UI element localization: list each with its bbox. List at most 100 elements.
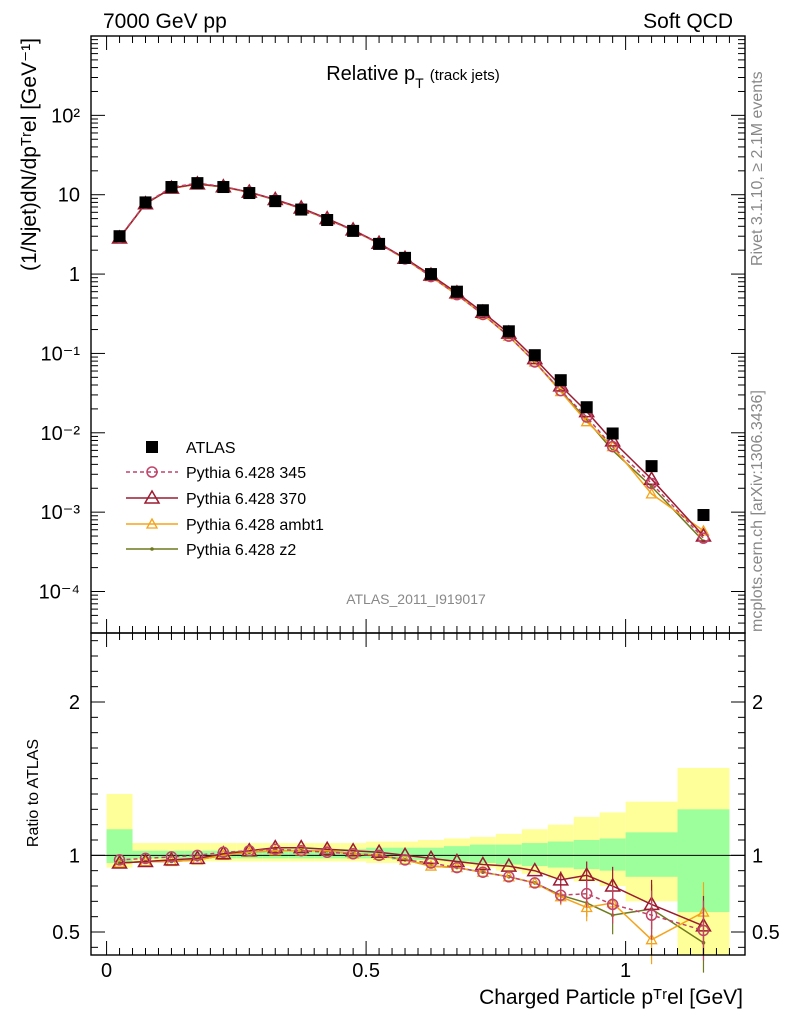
header-left: 7000 GeV pp — [103, 10, 227, 33]
main-point-0-21 — [697, 509, 710, 522]
ratio-point-0-20 — [645, 909, 658, 921]
ratio-point-0-7 — [295, 844, 307, 857]
main-point-0-6 — [269, 195, 282, 208]
main-point-0-20 — [645, 460, 658, 473]
ratio-point-1-16 — [526, 862, 544, 877]
ratio-point-1-12 — [422, 849, 440, 865]
main-point-1-21 — [697, 532, 710, 544]
ratio-point-0-3 — [191, 849, 204, 862]
main-point-0-19 — [606, 427, 619, 440]
main-ytick-label: 10 — [58, 185, 80, 207]
legend-label-3: Pythia 6.428 ambt1 — [186, 517, 324, 534]
main-title: Relative pT (track jets) — [326, 63, 500, 91]
main-data-layer — [111, 175, 712, 544]
main-point-0-15 — [502, 325, 515, 338]
ratio-point-1-2 — [163, 851, 180, 866]
legend: ATLAS Pythia 6.428 345 Pythia 6.428 370 Pyt… — [126, 440, 324, 559]
ratio-point-2-10 — [372, 848, 386, 860]
ratio-line-0 — [119, 848, 704, 932]
ratio-point-0-0 — [113, 854, 126, 866]
main-ytick-label: 10⁻⁴ — [39, 582, 80, 604]
ratio-xlabel: Charged Particle pᵀʳel [GeV] — [479, 986, 743, 1009]
ratio-point-1-13 — [448, 852, 466, 868]
band-inner-12 — [418, 847, 444, 860]
legend-label-2: Pythia 6.428 370 — [186, 491, 306, 508]
ratio-point-1-11 — [396, 846, 414, 862]
main-point-0-0 — [113, 230, 126, 243]
main-ytick-label: 10⁻² — [41, 423, 81, 445]
main-point-0-5 — [243, 187, 256, 200]
main-point-2-20 — [643, 470, 660, 485]
ratio-point-2-15 — [502, 870, 515, 882]
main-point-0-10 — [373, 237, 386, 250]
ratio-point-0-5 — [243, 844, 256, 857]
main-point-0-18 — [580, 401, 593, 414]
ratio-point-0-14 — [477, 866, 489, 878]
main-point-3-20 — [645, 487, 658, 499]
ratio-point-0-2 — [165, 851, 178, 863]
ratio-point-2-12 — [424, 859, 438, 871]
legend-marker-0 — [146, 441, 158, 453]
ratio-ytick-label: 1 — [69, 845, 80, 867]
main-point-1-20 — [645, 477, 658, 490]
ratio-point-0-10 — [373, 849, 385, 862]
ratio-xtick-label: 0 — [101, 960, 112, 982]
ratio-line-1 — [119, 846, 704, 927]
rivet-label: Rivet 3.1.10, ≥ 2.1M events — [749, 71, 766, 266]
band-inner-14 — [469, 844, 496, 863]
band-inner-17 — [547, 841, 574, 868]
legend-marker-4 — [150, 547, 154, 551]
ratio-data-layer — [91, 767, 745, 973]
main-ylabel: (1/Njet)dN/dpᵀʳel [GeV⁻¹] — [18, 38, 41, 271]
main-ytick-label: 10² — [51, 105, 80, 127]
main-title-text: Relative p — [326, 63, 415, 85]
ratio-point-0-19 — [606, 898, 619, 911]
ratio-point-0-18 — [580, 887, 593, 900]
legend-label-0: ATLAS — [186, 440, 236, 457]
main-title-sub: T — [415, 75, 424, 91]
ratio-ytick-label-right: 0.5 — [752, 922, 780, 944]
main-axes: 10⁻⁴ 10⁻³ 10⁻² 10⁻¹ 1 10 10² — [39, 36, 745, 634]
main-point-0-3 — [191, 177, 204, 190]
ratio-point-0-12 — [425, 857, 437, 869]
main-panel: 10⁻⁴ 10⁻³ 10⁻² 10⁻¹ 1 10 10² Relative pT (track… — [18, 35, 746, 634]
ratio-ytick-label-right: 1 — [752, 845, 763, 867]
ratio-point-0-6 — [269, 843, 282, 855]
ratio-point-0-1 — [139, 852, 152, 865]
main-line-2 — [118, 183, 705, 537]
ratio-point-0-17 — [554, 889, 567, 901]
ratio-point-0-11 — [399, 854, 411, 866]
legend-label-4: Pythia 6.428 z2 — [186, 542, 296, 559]
ratio-point-0-16 — [529, 877, 541, 889]
main-line-4 — [118, 183, 705, 542]
ratio-point-0-21 — [697, 924, 710, 937]
ratio-point-2-14 — [476, 865, 489, 877]
ratio-point-0-13 — [451, 861, 463, 874]
band-inner-16 — [521, 843, 548, 867]
main-point-0-16 — [528, 349, 541, 362]
main-point-0-8 — [321, 214, 334, 227]
main-point-4-20 — [649, 484, 654, 489]
main-line-1 — [118, 182, 705, 539]
ratio-point-0-15 — [503, 871, 515, 883]
main-point-0-17 — [554, 374, 567, 387]
ratio-point-1-0 — [111, 854, 128, 869]
main-point-0-4 — [217, 181, 230, 194]
band-inner-20 — [625, 832, 678, 877]
ratio-point-0-8 — [321, 846, 333, 859]
ratio-xtick-label: 0.5 — [352, 960, 380, 982]
main-point-0-13 — [450, 285, 463, 298]
ratio-point-1-17 — [552, 871, 570, 886]
main-ytick-label: 10⁻¹ — [41, 343, 81, 365]
ratio-point-2-20 — [645, 933, 658, 945]
band-inner-7 — [288, 849, 315, 859]
legend-label-1: Pythia 6.428 345 — [186, 465, 306, 482]
main-point-0-2 — [165, 181, 178, 194]
ratio-point-0-4 — [217, 846, 230, 859]
ratio-point-1-3 — [189, 849, 206, 865]
ratio-ylabel: Ratio to ATLAS — [25, 739, 42, 847]
main-title-suffix: (track jets) — [430, 67, 500, 84]
band-inner-5 — [236, 850, 263, 859]
ratio-ytick-label: 0.5 — [52, 922, 80, 944]
